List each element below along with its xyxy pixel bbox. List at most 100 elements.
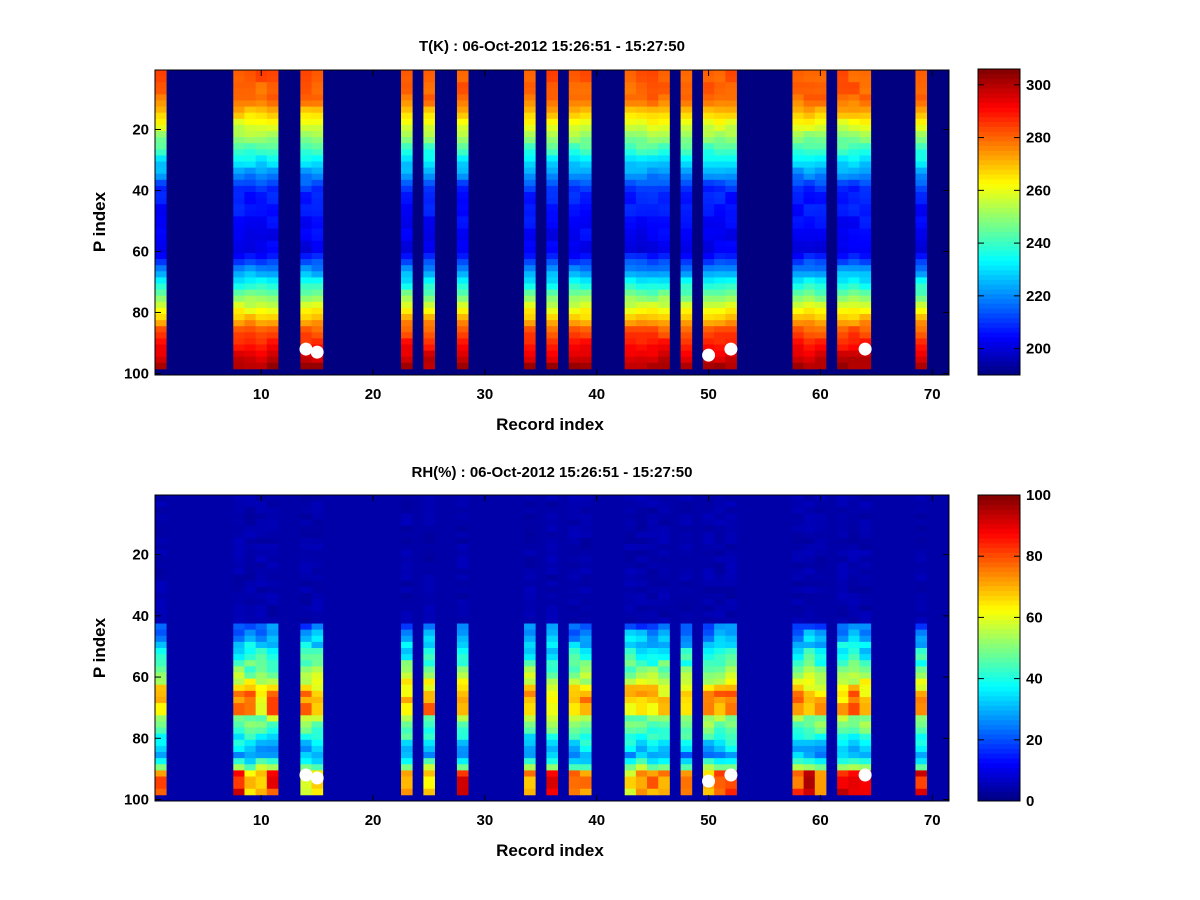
- humidity-heatmap-cell: [155, 641, 167, 649]
- temperature-heatmap-cell: [837, 326, 849, 333]
- humidity-heatmap-cell: [859, 788, 872, 796]
- humidity-heatmap-cell: [792, 611, 805, 618]
- temperature-heatmap-cell: [456, 198, 469, 205]
- humidity-heatmap-cell: [568, 648, 581, 655]
- temperature-heatmap-cell: [266, 185, 279, 193]
- temperature-heatmap-cell: [859, 259, 872, 266]
- temperature-heatmap-cell: [546, 246, 558, 254]
- temperature-heatmap-cell: [155, 167, 167, 175]
- humidity-heatmap-cell: [658, 623, 670, 631]
- temperature-heatmap-cell: [702, 76, 715, 83]
- temperature-heatmap-cell: [803, 210, 816, 217]
- temperature-colorbar-segment: [978, 112, 1020, 118]
- temperature-heatmap-cell: [255, 314, 268, 321]
- temperature-heatmap-cell: [635, 259, 648, 266]
- humidity-heatmap-cell: [624, 495, 637, 502]
- humidity-heatmap-cell: [848, 574, 860, 582]
- temperature-colorbar-segment: [978, 351, 1020, 357]
- humidity-heatmap-cell: [915, 525, 928, 533]
- humidity-heatmap-cell: [680, 562, 693, 569]
- temperature-heatmap-cell: [725, 173, 737, 181]
- temperature-heatmap-cell: [848, 198, 860, 205]
- humidity-heatmap-cell: [803, 770, 816, 777]
- humidity-heatmap-cell: [792, 635, 805, 643]
- humidity-heatmap-cell: [546, 782, 558, 790]
- humidity-heatmap-cell: [456, 605, 469, 612]
- humidity-heatmap-cell: [859, 543, 872, 551]
- temperature-heatmap-cell: [635, 70, 648, 77]
- temperature-heatmap-cell: [155, 70, 167, 77]
- humidity-heatmap-cell: [401, 733, 413, 741]
- humidity-colorbar-segment: [978, 753, 1020, 759]
- humidity-heatmap-cell: [244, 678, 257, 686]
- temperature-heatmap-cell: [244, 94, 257, 101]
- temperature-heatmap-cell: [266, 277, 279, 284]
- temperature-heatmap-cell: [792, 332, 805, 339]
- humidity-heatmap-cell: [579, 660, 592, 667]
- temperature-heatmap-cell: [680, 106, 693, 114]
- humidity-heatmap-cell: [266, 715, 279, 722]
- temperature-colorbar-segment: [978, 198, 1020, 204]
- temperature-heatmap-cell: [915, 362, 928, 370]
- temperature-heatmap-cell: [848, 149, 860, 156]
- humidity-heatmap-cell: [155, 537, 167, 545]
- humidity-heatmap-cell: [524, 513, 536, 520]
- temperature-heatmap-cell: [859, 246, 872, 254]
- temperature-heatmap-cell: [456, 76, 469, 83]
- humidity-heatmap-cell: [401, 495, 413, 502]
- humidity-heatmap-cell: [266, 660, 279, 667]
- temperature-heatmap-cell: [155, 332, 167, 339]
- humidity-heatmap-cell: [524, 715, 536, 722]
- temperature-heatmap-cell: [568, 143, 581, 150]
- humidity-heatmap-cell: [155, 501, 167, 508]
- humidity-heatmap-cell: [244, 641, 257, 649]
- temperature-heatmap-cell: [300, 167, 312, 175]
- temperature-heatmap-cell: [579, 198, 592, 205]
- temperature-heatmap-cell: [915, 320, 928, 327]
- temperature-heatmap-cell: [568, 222, 581, 229]
- temperature-heatmap-cell: [658, 332, 670, 339]
- temperature-heatmap-cell: [680, 70, 693, 77]
- humidity-heatmap-cell: [624, 543, 637, 551]
- temperature-heatmap-cell: [568, 124, 581, 132]
- temperature-heatmap-cell: [423, 143, 435, 150]
- temperature-heatmap-cell: [658, 210, 670, 217]
- temperature-heatmap-cell: [702, 82, 715, 89]
- humidity-heatmap-cell: [546, 752, 558, 759]
- humidity-heatmap-cell: [814, 562, 827, 569]
- temperature-heatmap-cell: [837, 118, 849, 126]
- humidity-heatmap-cell: [680, 519, 693, 526]
- humidity-heatmap-cell: [714, 617, 726, 624]
- humidity-heatmap-cell: [702, 592, 715, 600]
- humidity-heatmap-cell: [702, 715, 715, 722]
- temperature-heatmap-cell: [266, 100, 279, 107]
- temperature-heatmap-cell: [579, 222, 592, 229]
- temperature-heatmap-cell: [401, 344, 413, 351]
- humidity-heatmap-cell: [456, 745, 469, 753]
- temperature-heatmap-cell: [658, 350, 670, 358]
- humidity-heatmap-cell: [300, 623, 312, 631]
- humidity-heatmap-cell: [233, 635, 245, 643]
- temperature-colorbar-segment: [978, 169, 1020, 175]
- temperature-heatmap-cell: [792, 106, 805, 114]
- temperature-heatmap-cell: [803, 307, 816, 315]
- humidity-heatmap-cell: [255, 678, 268, 686]
- humidity-heatmap-cell: [647, 690, 659, 698]
- temperature-heatmap-cell: [792, 350, 805, 358]
- temperature-heatmap-cell: [915, 277, 928, 284]
- temperature-heatmap-cell: [579, 143, 592, 150]
- temperature-heatmap-cell: [311, 82, 324, 89]
- temperature-heatmap-cell: [266, 289, 279, 297]
- temperature-heatmap-cell: [456, 289, 469, 297]
- temperature-heatmap-cell: [233, 228, 245, 236]
- humidity-heatmap-cell: [680, 599, 693, 606]
- temperature-heatmap-cell: [792, 253, 805, 260]
- humidity-heatmap-cell: [624, 739, 637, 747]
- temperature-heatmap-cell: [814, 179, 827, 187]
- temperature-heatmap-cell: [702, 167, 715, 175]
- humidity-heatmap-cell: [848, 556, 860, 563]
- humidity-heatmap-cell: [658, 635, 670, 643]
- humidity-heatmap-cell: [658, 550, 670, 557]
- temperature-heatmap-cell: [658, 362, 670, 370]
- temperature-heatmap-cell: [803, 289, 816, 297]
